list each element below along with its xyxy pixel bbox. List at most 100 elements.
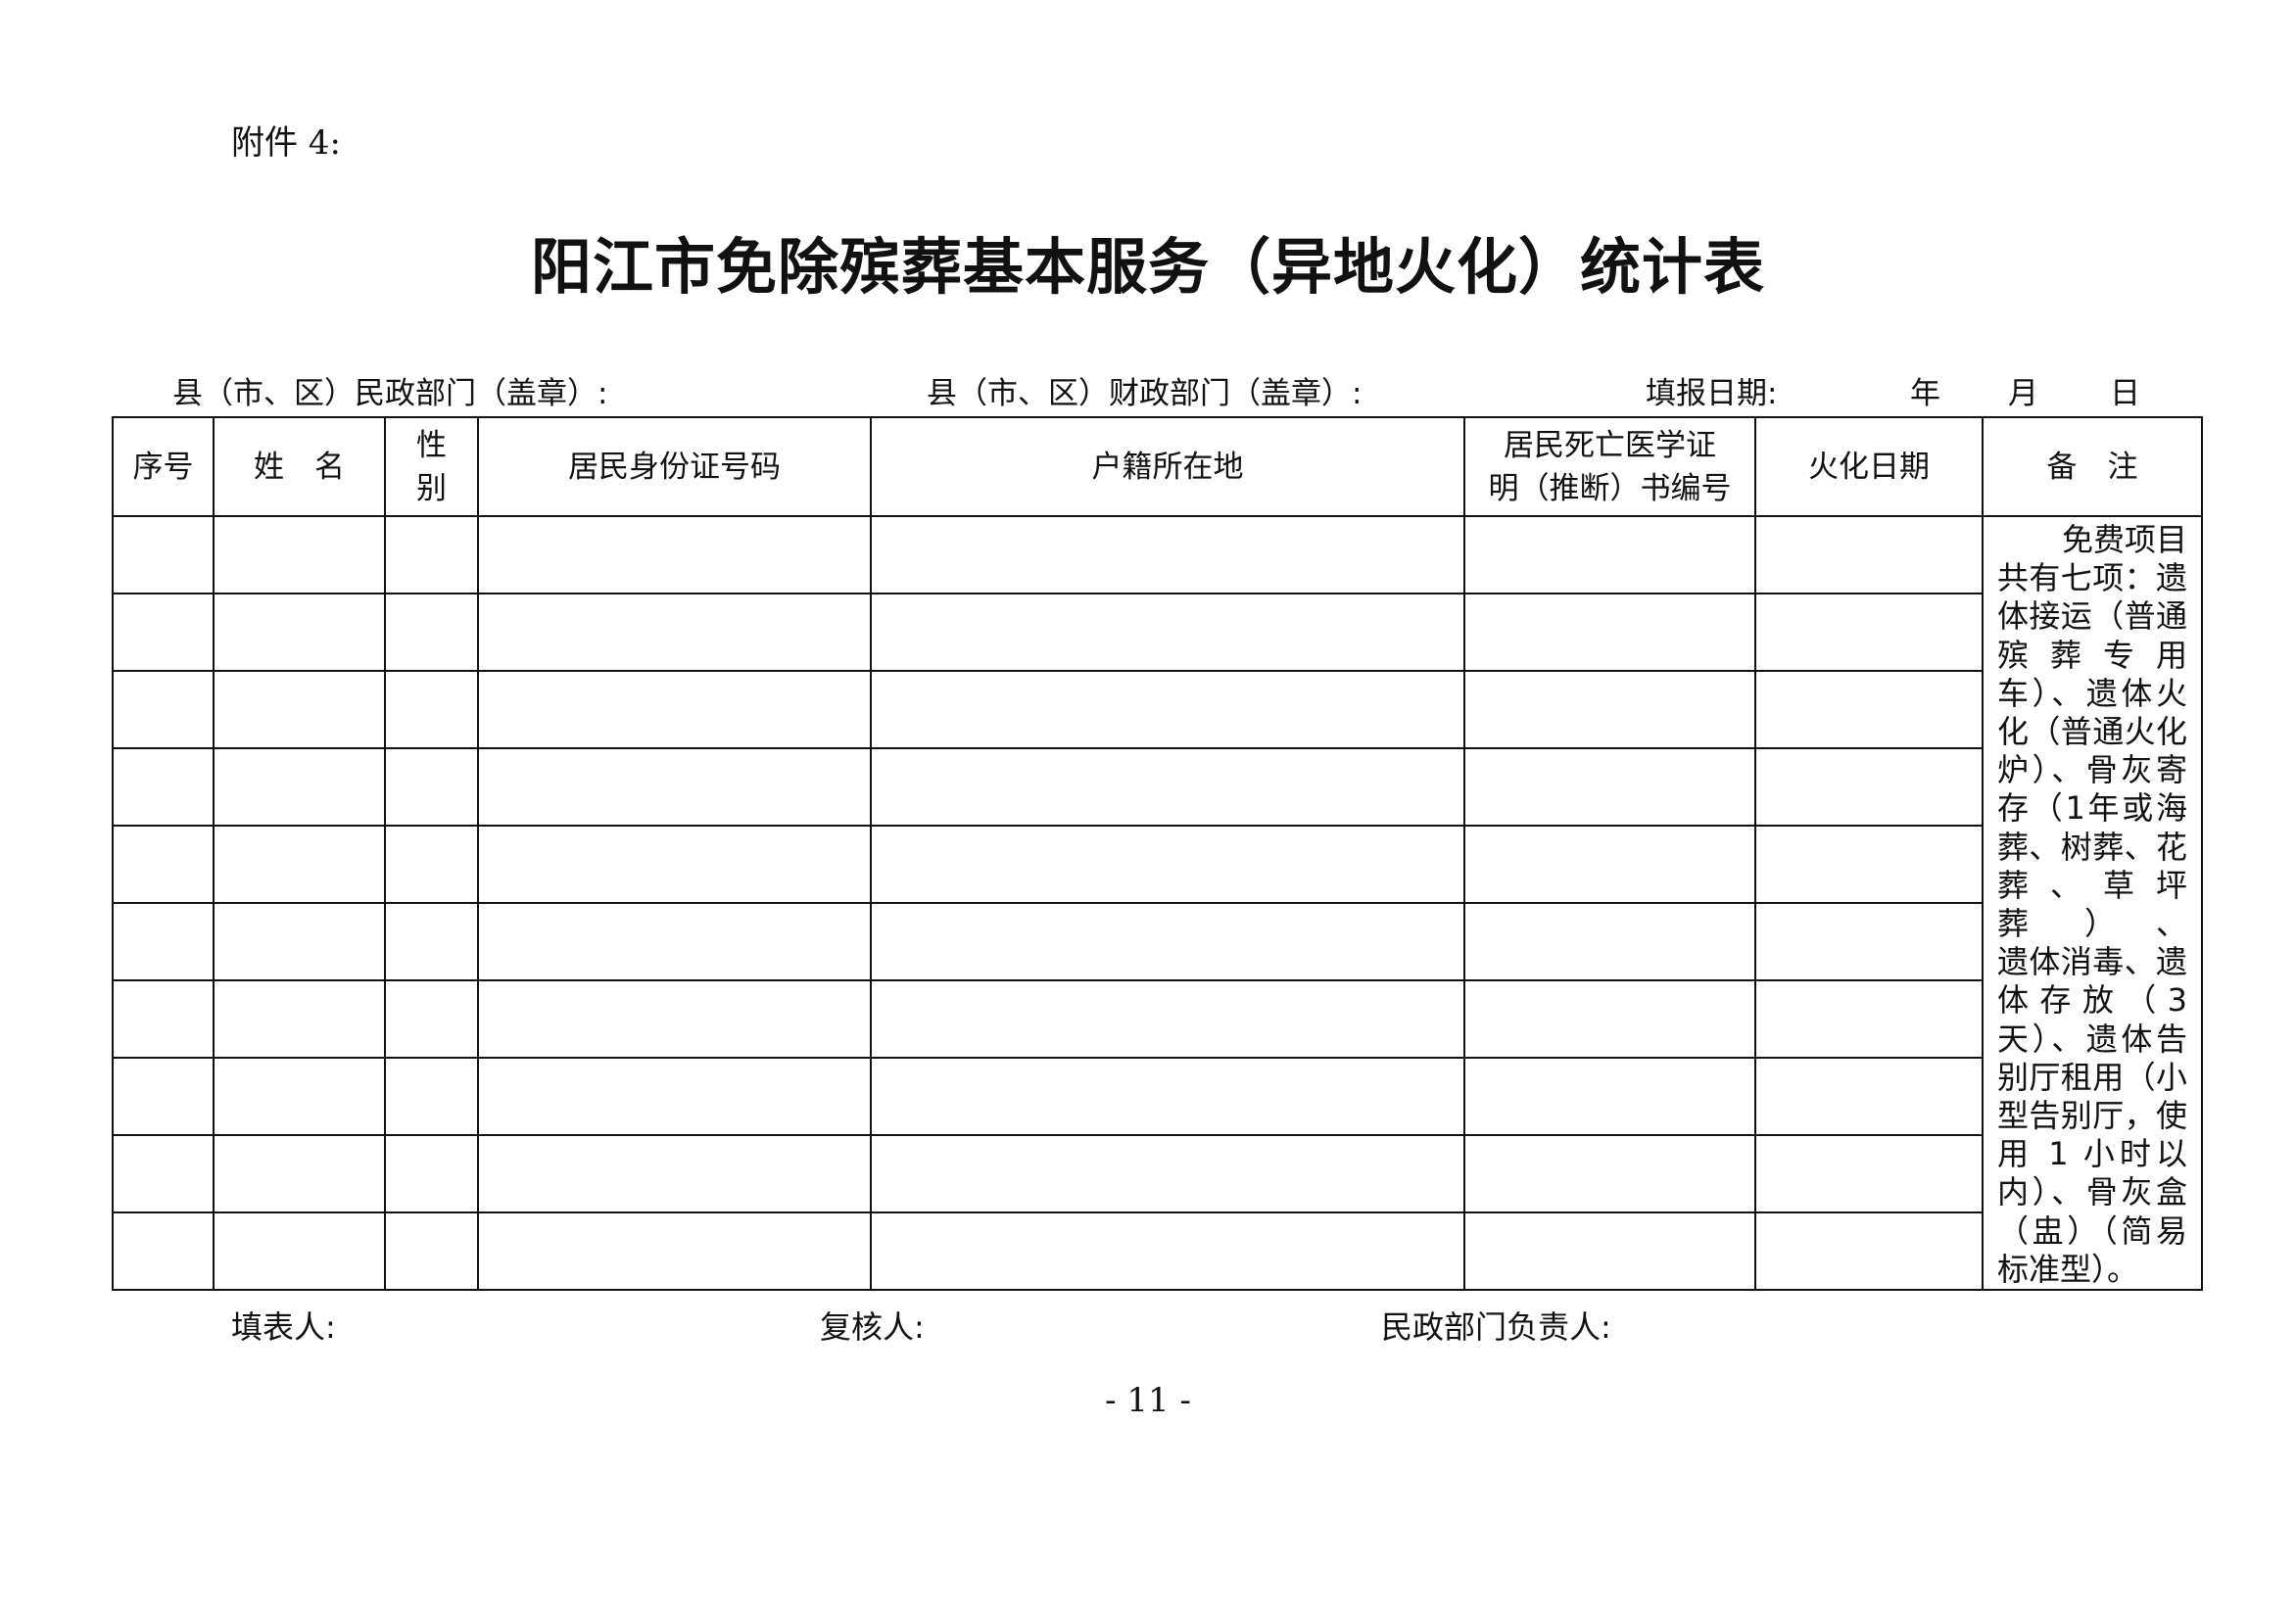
cell-name[interactable] [213, 670, 386, 749]
cell-seq[interactable] [112, 1210, 215, 1292]
remark-line: 体 存 放 （ 3 [1997, 981, 2187, 1020]
header-row: 序号 姓 名 性 别 居民身份证号码 户籍所在地 居民死亡医学证 明（推断）书编号 火化日期… [112, 416, 2203, 517]
cell-id-number[interactable] [477, 979, 872, 1059]
cell-id-number[interactable] [477, 515, 872, 594]
cell-id-number[interactable] [477, 902, 872, 981]
cell-seq[interactable] [112, 593, 215, 672]
cell-gender[interactable] [384, 979, 479, 1059]
header-cremation-date: 火化日期 [1754, 416, 1984, 517]
cell-household-location[interactable] [870, 670, 1465, 749]
remark-line: 存（1年或海 [1997, 789, 2187, 828]
cell-household-location[interactable] [870, 747, 1465, 827]
cell-id-number[interactable] [477, 1210, 872, 1292]
day-label: 日 [2110, 376, 2140, 411]
cell-gender[interactable] [384, 902, 479, 981]
table-row [112, 1057, 2202, 1136]
cell-seq[interactable] [112, 515, 215, 594]
cell-cremation-date[interactable] [1754, 1210, 1984, 1292]
cell-name[interactable] [213, 515, 386, 594]
statistics-table: 序号 姓 名 性 别 居民身份证号码 户籍所在地 居民死亡医学证 明（推断）书编号 火化日期… [112, 416, 2203, 1292]
cell-cremation-date[interactable] [1754, 1134, 1984, 1213]
cell-death-cert-number[interactable] [1463, 747, 1756, 827]
cell-seq[interactable] [112, 979, 215, 1059]
cell-gender[interactable] [384, 825, 479, 904]
cell-household-location[interactable] [870, 515, 1465, 594]
cell-cremation-date[interactable] [1754, 902, 1984, 981]
cell-seq[interactable] [112, 902, 215, 981]
cell-gender[interactable] [384, 1210, 479, 1292]
cell-id-number[interactable] [477, 1134, 872, 1213]
header-label: 火化日期 [1808, 449, 1930, 485]
cell-gender[interactable] [384, 670, 479, 749]
cell-gender[interactable] [384, 593, 479, 672]
cell-name[interactable] [213, 902, 386, 981]
cell-id-number[interactable] [477, 747, 872, 827]
cell-cremation-date[interactable] [1754, 1057, 1984, 1136]
header-label: 序号 [132, 449, 194, 485]
remark-line: 体接运（普通 [1997, 597, 2187, 636]
attachment-label: 附件 4: [231, 123, 341, 163]
header-name: 姓 名 [213, 416, 386, 517]
cell-id-number[interactable] [477, 593, 872, 672]
cell-household-location[interactable] [870, 1210, 1465, 1292]
cell-household-location[interactable] [870, 902, 1465, 981]
cell-gender[interactable] [384, 747, 479, 827]
cell-id-number[interactable] [477, 1057, 872, 1136]
header-label: 居民死亡医学证 明（推断）书编号 [1488, 427, 1732, 506]
cell-name[interactable] [213, 593, 386, 672]
header-label: 性 别 [416, 427, 447, 506]
cell-cremation-date[interactable] [1754, 593, 1984, 672]
cell-death-cert-number[interactable] [1463, 825, 1756, 904]
cell-death-cert-number[interactable] [1463, 1210, 1756, 1292]
remark-line: 型告别厅，使 [1997, 1097, 2187, 1135]
cell-household-location[interactable] [870, 825, 1465, 904]
civil-affairs-seal-label: 县（市、区）民政部门（盖章）: [172, 376, 608, 411]
cell-gender[interactable] [384, 1057, 479, 1136]
finance-seal-label: 县（市、区）财政部门（盖章）: [927, 376, 1363, 411]
header-remarks: 备 注 [1982, 416, 2203, 517]
cell-name[interactable] [213, 1134, 386, 1213]
cell-seq[interactable] [112, 1134, 215, 1213]
cell-household-location[interactable] [870, 593, 1465, 672]
table-row [112, 670, 2202, 749]
month-label: 月 [2008, 376, 2038, 411]
cell-death-cert-number[interactable] [1463, 1134, 1756, 1213]
remark-line: 共有七项：遗 [1997, 559, 2187, 597]
cell-seq[interactable] [112, 747, 215, 827]
cell-seq[interactable] [112, 670, 215, 749]
table-row [112, 1134, 2202, 1213]
cell-death-cert-number[interactable] [1463, 979, 1756, 1059]
cell-cremation-date[interactable] [1754, 825, 1984, 904]
cell-death-cert-number[interactable] [1463, 670, 1756, 749]
cell-seq[interactable] [112, 825, 215, 904]
table-row [112, 825, 2202, 904]
cell-household-location[interactable] [870, 1134, 1465, 1213]
cell-name[interactable] [213, 979, 386, 1059]
filler-label: 填表人: [231, 1308, 336, 1346]
cell-name[interactable] [213, 825, 386, 904]
cell-household-location[interactable] [870, 979, 1465, 1059]
cell-death-cert-number[interactable] [1463, 593, 1756, 672]
cell-cremation-date[interactable] [1754, 670, 1984, 749]
cell-death-cert-number[interactable] [1463, 902, 1756, 981]
cell-cremation-date[interactable] [1754, 979, 1984, 1059]
remark-line: 标准型）。 [1997, 1250, 2139, 1288]
remark-line: 葬、草坪葬）、 [1997, 866, 2187, 943]
cell-household-location[interactable] [870, 1057, 1465, 1136]
cell-seq[interactable] [112, 1057, 215, 1136]
cell-id-number[interactable] [477, 825, 872, 904]
cell-death-cert-number[interactable] [1463, 515, 1756, 594]
remark-line: 车）、遗体火 [1997, 674, 2187, 712]
cell-gender[interactable] [384, 515, 479, 594]
cell-name[interactable] [213, 1210, 386, 1292]
cell-gender[interactable] [384, 1134, 479, 1213]
cell-name[interactable] [213, 747, 386, 827]
cell-id-number[interactable] [477, 670, 872, 749]
table-row [112, 1210, 2202, 1292]
table-row [112, 979, 2202, 1059]
cell-name[interactable] [213, 1057, 386, 1136]
cell-death-cert-number[interactable] [1463, 1057, 1756, 1136]
fill-date-label: 填报日期: [1646, 376, 1778, 411]
cell-cremation-date[interactable] [1754, 747, 1984, 827]
cell-cremation-date[interactable] [1754, 515, 1984, 594]
